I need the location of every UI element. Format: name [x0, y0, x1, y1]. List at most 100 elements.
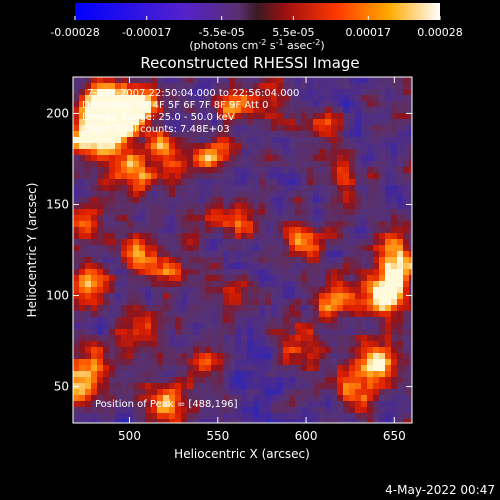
heatmap-cell [175, 203, 182, 210]
heatmap-cell [241, 233, 248, 240]
heatmap-cell [241, 215, 248, 222]
heatmap-cell [199, 239, 206, 246]
heatmap-cell [109, 185, 116, 192]
heatmap-cell [73, 263, 80, 270]
heatmap-cell [151, 377, 158, 384]
heatmap-cell [385, 275, 392, 282]
heatmap-cell [103, 143, 110, 150]
heatmap-cell [355, 407, 362, 414]
heatmap-cell [313, 341, 320, 348]
heatmap-cell [235, 131, 242, 138]
heatmap-cell [313, 407, 320, 414]
heatmap-cell [397, 383, 404, 390]
heatmap-cell [73, 227, 80, 234]
heatmap-cell [157, 95, 164, 102]
heatmap-cell [73, 191, 80, 198]
heatmap-cell [193, 77, 200, 84]
heatmap-cell [247, 167, 254, 174]
heatmap-cell [139, 167, 146, 174]
heatmap-cell [121, 395, 128, 402]
heatmap-cell [205, 185, 212, 192]
heatmap-cell [151, 329, 158, 336]
heatmap-cell [379, 113, 386, 120]
heatmap-cell [97, 377, 104, 384]
heatmap-cell [91, 203, 98, 210]
heatmap-cell [127, 221, 134, 228]
heatmap-cell [313, 197, 320, 204]
heatmap-cell [73, 77, 80, 84]
heatmap-cell [91, 407, 98, 414]
heatmap-cell [193, 161, 200, 168]
heatmap-cell [97, 221, 104, 228]
heatmap-cell [391, 179, 398, 186]
heatmap-cell [175, 131, 182, 138]
heatmap-cell [103, 371, 110, 378]
heatmap-cell [211, 113, 218, 120]
heatmap-cell [211, 119, 218, 126]
heatmap-cell [169, 377, 176, 384]
heatmap-cell [301, 287, 308, 294]
heatmap-cell [355, 389, 362, 396]
heatmap-cell [271, 245, 278, 252]
heatmap-cell [193, 329, 200, 336]
heatmap-cell [331, 161, 338, 168]
heatmap-cell [127, 341, 134, 348]
heatmap-cell [295, 233, 302, 240]
heatmap-cell [229, 197, 236, 204]
heatmap-cell [271, 317, 278, 324]
heatmap-cell [367, 107, 374, 114]
heatmap-cell [409, 149, 412, 156]
heatmap-cell [73, 305, 80, 312]
heatmap-cell [259, 107, 266, 114]
heatmap-cell [127, 323, 134, 330]
heatmap-cell [175, 305, 182, 312]
heatmap-cell [145, 215, 152, 222]
heatmap-cell [73, 365, 80, 372]
heatmap-cell [169, 317, 176, 324]
heatmap-cell [373, 359, 380, 366]
heatmap-cell [127, 203, 134, 210]
heatmap-cell [229, 329, 236, 336]
heatmap-cell [343, 263, 350, 270]
heatmap-cell [259, 329, 266, 336]
heatmap-cell [337, 209, 344, 216]
heatmap-cell [163, 173, 170, 180]
heatmap-cell [391, 203, 398, 210]
heatmap-cell [79, 407, 86, 414]
heatmap-cell [283, 167, 290, 174]
heatmap-cell [181, 179, 188, 186]
heatmap-cell [229, 185, 236, 192]
heatmap-cell [325, 293, 332, 300]
heatmap-cell [133, 329, 140, 336]
heatmap-cell [97, 311, 104, 318]
heatmap-cell [325, 101, 332, 108]
heatmap-cell [103, 365, 110, 372]
heatmap-cell [349, 323, 356, 330]
heatmap-cell [199, 317, 206, 324]
heatmap-cell [355, 83, 362, 90]
heatmap-cell [355, 305, 362, 312]
heatmap-cell [271, 329, 278, 336]
heatmap-cell [151, 239, 158, 246]
heatmap-cell [301, 383, 308, 390]
heatmap-cell [187, 221, 194, 228]
heatmap-cell [331, 263, 338, 270]
heatmap-cell [97, 275, 104, 282]
heatmap-cell [349, 341, 356, 348]
heatmap-cell [271, 353, 278, 360]
heatmap-cell [133, 179, 140, 186]
heatmap-cell [265, 77, 272, 84]
heatmap-cell [211, 365, 218, 372]
heatmap-cell [175, 293, 182, 300]
heatmap-cell [85, 317, 92, 324]
heatmap-cell [229, 419, 236, 423]
heatmap-cell [175, 275, 182, 282]
heatmap-cell [373, 329, 380, 336]
x-axis-label: Heliocentric X (arcsec) [174, 447, 310, 461]
heatmap-cell [91, 341, 98, 348]
heatmap-cell [157, 353, 164, 360]
heatmap-cell [325, 335, 332, 342]
heatmap-cell [115, 317, 122, 324]
heatmap-cell [241, 89, 248, 96]
heatmap-cell [403, 263, 410, 270]
